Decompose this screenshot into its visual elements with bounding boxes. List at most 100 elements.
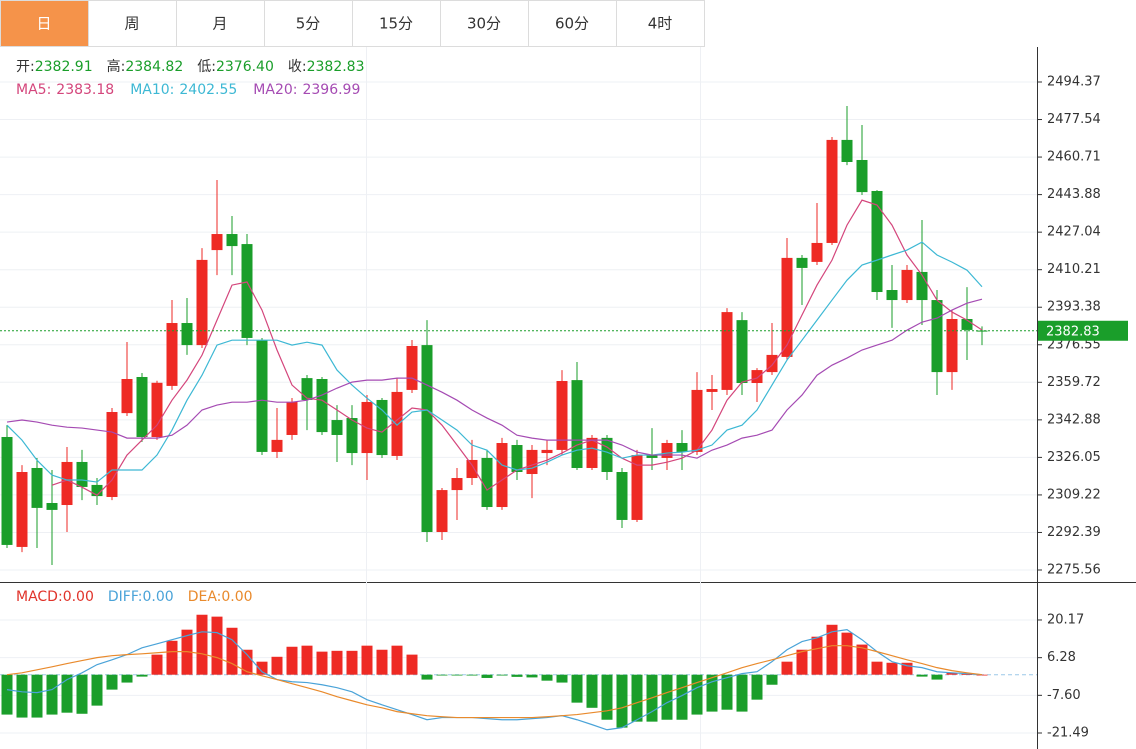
macd-bar bbox=[421, 674, 433, 680]
tab[interactable] bbox=[528, 0, 617, 47]
legend-value: 0.00 bbox=[63, 589, 94, 605]
macd-bar bbox=[796, 649, 808, 675]
tab-label[interactable]: 4时 bbox=[648, 15, 673, 33]
candle-body bbox=[511, 445, 523, 473]
macd-bar bbox=[601, 674, 613, 720]
candle-body bbox=[31, 467, 43, 508]
candle-body bbox=[781, 257, 793, 357]
macd-legend: MACD:0.00 DIFF:0.00 DEA:0.00 bbox=[16, 589, 253, 605]
candle-body bbox=[901, 269, 913, 301]
candle-body bbox=[541, 449, 553, 454]
tab-label[interactable]: 周 bbox=[124, 15, 139, 33]
legend-value: 2402.55 bbox=[179, 82, 237, 98]
diff-line bbox=[6, 629, 983, 731]
candle-body bbox=[256, 339, 268, 452]
macd-bar bbox=[331, 650, 343, 675]
candle-body bbox=[316, 378, 328, 433]
macd-bar bbox=[961, 674, 973, 675]
candle-body bbox=[406, 345, 418, 390]
candle-body bbox=[166, 323, 178, 386]
macd-bar bbox=[166, 640, 178, 675]
candle-body bbox=[646, 455, 658, 458]
candle-body bbox=[466, 459, 478, 479]
macd-bar bbox=[376, 649, 388, 675]
ma-legend: MA5: 2383.18 MA10: 2402.55 MA20: 2396.99 bbox=[16, 82, 360, 98]
macd-bar bbox=[301, 645, 313, 675]
macd-bar bbox=[271, 656, 283, 675]
macd-bar bbox=[106, 674, 118, 690]
candle-body bbox=[556, 381, 568, 450]
y-tick-label: 2275.56 bbox=[1047, 563, 1101, 578]
tab-label[interactable]: 30分 bbox=[467, 15, 501, 33]
candle-body bbox=[736, 320, 748, 384]
candle-body bbox=[886, 290, 898, 301]
candle-body bbox=[106, 412, 118, 497]
tab-label[interactable]: 5分 bbox=[296, 15, 321, 33]
macd-bar bbox=[136, 674, 148, 677]
candle-body bbox=[811, 242, 823, 262]
candle-body bbox=[871, 190, 883, 293]
tab-label[interactable]: 日 bbox=[36, 15, 51, 33]
legend-name: MACD: bbox=[16, 589, 63, 605]
readout-value: 2384.82 bbox=[125, 59, 183, 75]
macd-bar bbox=[391, 645, 403, 675]
macd-bar bbox=[1, 674, 13, 715]
legend-value: 0.00 bbox=[143, 589, 174, 605]
macd-bar bbox=[616, 674, 628, 728]
macd-bar bbox=[361, 645, 373, 675]
candle-body bbox=[211, 234, 223, 251]
macd-bar bbox=[211, 616, 223, 675]
tab[interactable] bbox=[88, 0, 177, 47]
macd-bar bbox=[856, 644, 868, 675]
y-tick-label: 2393.38 bbox=[1047, 300, 1101, 315]
candle-body bbox=[796, 257, 808, 268]
macd-bar bbox=[736, 674, 748, 712]
readout-label: 低: bbox=[197, 59, 216, 75]
y-tick-label: 2427.04 bbox=[1047, 225, 1101, 240]
candle-body bbox=[346, 418, 358, 454]
y-tick-label: 2309.22 bbox=[1047, 487, 1101, 502]
readout-value: 2376.40 bbox=[216, 59, 274, 75]
legend-name: MA10: bbox=[130, 82, 174, 98]
candle-body bbox=[421, 345, 433, 532]
legend-name: MA20: bbox=[253, 82, 297, 98]
dea-line bbox=[6, 645, 983, 719]
readout-value: 2382.91 bbox=[35, 59, 93, 75]
candle-body bbox=[91, 484, 103, 497]
legend-name: DEA: bbox=[188, 589, 222, 605]
ma-line bbox=[6, 298, 983, 459]
candle-body bbox=[766, 354, 778, 373]
tab-label[interactable]: 15分 bbox=[379, 15, 413, 33]
candle-body bbox=[241, 244, 253, 338]
candle-body bbox=[916, 271, 928, 301]
candle-body bbox=[526, 449, 538, 475]
candle-body bbox=[46, 503, 58, 510]
candle-body bbox=[706, 389, 718, 392]
macd-bar bbox=[31, 674, 43, 718]
macd-bar bbox=[586, 674, 598, 708]
macd-bar bbox=[406, 654, 418, 675]
tab[interactable] bbox=[616, 0, 705, 47]
last-price-label: 2382.83 bbox=[1046, 324, 1100, 339]
macd-bar bbox=[781, 661, 793, 675]
candle-body bbox=[616, 472, 628, 520]
tab[interactable] bbox=[440, 0, 529, 47]
tab-label[interactable]: 月 bbox=[212, 15, 227, 33]
candle-body bbox=[271, 439, 283, 452]
macd-bar bbox=[661, 674, 673, 720]
macd-bar bbox=[196, 614, 208, 675]
macd-bar bbox=[691, 674, 703, 715]
macd-bar bbox=[256, 661, 268, 675]
macd-bar bbox=[316, 651, 328, 675]
tab[interactable] bbox=[0, 0, 89, 47]
candle-body bbox=[826, 139, 838, 243]
candle-body bbox=[856, 159, 868, 193]
legend-name: DIFF: bbox=[108, 589, 143, 605]
macd-bar bbox=[946, 672, 958, 675]
macd-bar bbox=[976, 674, 988, 676]
y-tick-label: 2292.39 bbox=[1047, 525, 1101, 540]
candle-body bbox=[181, 323, 193, 346]
tab-label[interactable]: 60分 bbox=[555, 15, 589, 33]
y-tick-label: 2410.21 bbox=[1047, 262, 1101, 277]
macd-bar bbox=[466, 674, 478, 676]
